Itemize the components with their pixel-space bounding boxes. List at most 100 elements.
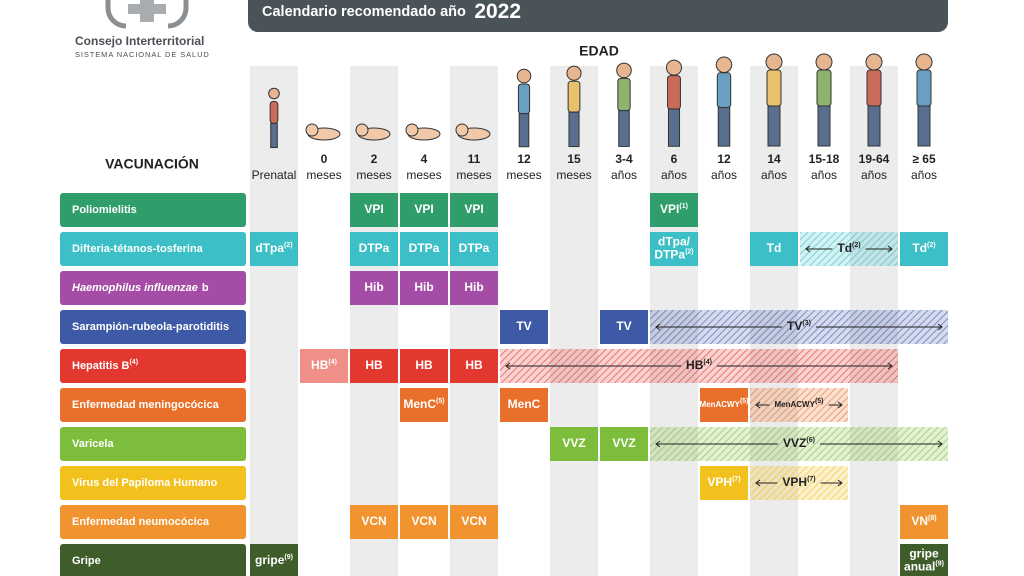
age-label: 11 (468, 152, 481, 166)
vaccine-heading: VACUNACIÓN (105, 155, 199, 172)
vaccine-row: Enfermedad meningocócica MenC(5) MenC MenAC… (60, 388, 848, 422)
vaccine-row: Enfermedad neumocócica VCN VCN VCN VN(8) (60, 505, 948, 539)
age-label: 2 (371, 152, 378, 166)
cell-text: HB(4) (686, 358, 712, 372)
figure-legs (518, 113, 530, 148)
logo-name: Consejo Interterritorial (75, 34, 204, 48)
cell-line: anual (904, 560, 935, 574)
figure-torso (766, 69, 782, 107)
header-title: Calendario recomendado año 2022 (262, 0, 521, 23)
cell-line: HB (686, 358, 704, 372)
cell (250, 544, 298, 576)
label-text: Gripe (72, 555, 101, 567)
cell-text: VN(8) (911, 514, 936, 528)
cell (450, 271, 498, 305)
vaccine-label-box (60, 193, 246, 227)
cell-text: DTPa (359, 241, 390, 255)
figure-head (915, 53, 933, 71)
age-label: 3-4 (615, 152, 633, 166)
cell (650, 193, 698, 227)
cell (400, 271, 448, 305)
vaccine-label: Varicela (72, 438, 114, 450)
label-note: (4) (129, 359, 138, 366)
cell-line: gripe (255, 553, 285, 567)
figure-torso (866, 69, 882, 107)
cell-line: VPH (707, 475, 732, 489)
cell-text: VPH(7) (782, 475, 815, 489)
cell-line: Hib (364, 280, 383, 294)
cell-note: (5) (740, 398, 749, 405)
age-label: años (861, 168, 887, 182)
cell-note: (5) (815, 398, 824, 405)
cell-text: Hib (414, 280, 433, 294)
vaccine-label-box (60, 466, 246, 500)
age-label: años (811, 168, 837, 182)
cell-line: VPI (660, 202, 679, 216)
cell (550, 427, 598, 461)
cell-text: MenACWY(5) (774, 398, 823, 409)
cell-note: (5) (436, 398, 445, 405)
figure-head (516, 68, 532, 84)
vaccine-row: Virus del Papiloma Humano VPH(7) VPH(7) (60, 466, 848, 500)
column-stripe (250, 66, 298, 576)
cell (400, 505, 448, 539)
cell (350, 271, 398, 305)
cell-line: Td (767, 241, 782, 255)
arrow-head (505, 362, 511, 370)
cell (400, 388, 448, 422)
age-label: años (611, 168, 637, 182)
figure-head (616, 62, 632, 79)
cell-line: MenACWY (774, 400, 815, 409)
figure-head (566, 65, 582, 81)
cell-line: Td (837, 241, 852, 255)
cell-note: (2) (852, 242, 861, 249)
cell-text: HB (365, 358, 383, 372)
cell (600, 427, 648, 461)
figure (815, 53, 833, 147)
cell-text: Td(2) (912, 241, 935, 255)
cell-text: VPH(7) (707, 475, 740, 489)
cell (400, 349, 448, 383)
cell-line: TV (516, 319, 531, 333)
age-label: 12 (717, 152, 731, 166)
figure-legs (767, 105, 781, 147)
cell-line: Hib (414, 280, 433, 294)
cell (450, 193, 498, 227)
figure-torso (269, 101, 279, 124)
arrow-head (805, 245, 811, 253)
cell-note: (8) (928, 515, 937, 522)
cell-line: gripe (909, 547, 939, 561)
cell-line: MenACWY (699, 400, 740, 409)
cell-line: HB (365, 358, 383, 372)
arrow-head (837, 401, 843, 409)
label-text: Sarampión-rubeola-parotiditis (72, 321, 229, 333)
figure (455, 123, 491, 141)
age-label: 4 (421, 152, 428, 166)
figure (665, 59, 683, 147)
arrow-head (937, 323, 943, 331)
year: 2022 (474, 0, 521, 23)
vaccine-row: Varicela VVZ VVZ VVZ(6) (60, 427, 948, 461)
age-figures (268, 53, 933, 149)
cell-text: Hib (364, 280, 383, 294)
cell-line: HB (415, 358, 433, 372)
age-label: 6 (671, 152, 678, 166)
cell-line: HB (311, 358, 329, 372)
vaccine-label: Hepatitis B(4) (72, 359, 138, 372)
age-label: meses (556, 168, 591, 182)
cell-line: VVZ (783, 436, 806, 450)
cell-text: VVZ (612, 436, 635, 450)
figure-torso (667, 75, 681, 110)
figure-head (765, 53, 783, 71)
figure (566, 65, 582, 148)
label-text: Poliomielitis (72, 204, 137, 216)
age-label: años (761, 168, 787, 182)
vaccine-label-box (60, 349, 246, 383)
cell-text: dTpa/ (658, 235, 691, 249)
arrow-head (887, 245, 893, 253)
logo-subtitle: SISTEMA NACIONAL DE SALUD (75, 50, 210, 59)
logo: Consejo Interterritorial SISTEMA NACIONA… (75, 0, 210, 59)
age-label: años (711, 168, 737, 182)
cell (900, 232, 948, 266)
figure-legs (867, 105, 881, 147)
